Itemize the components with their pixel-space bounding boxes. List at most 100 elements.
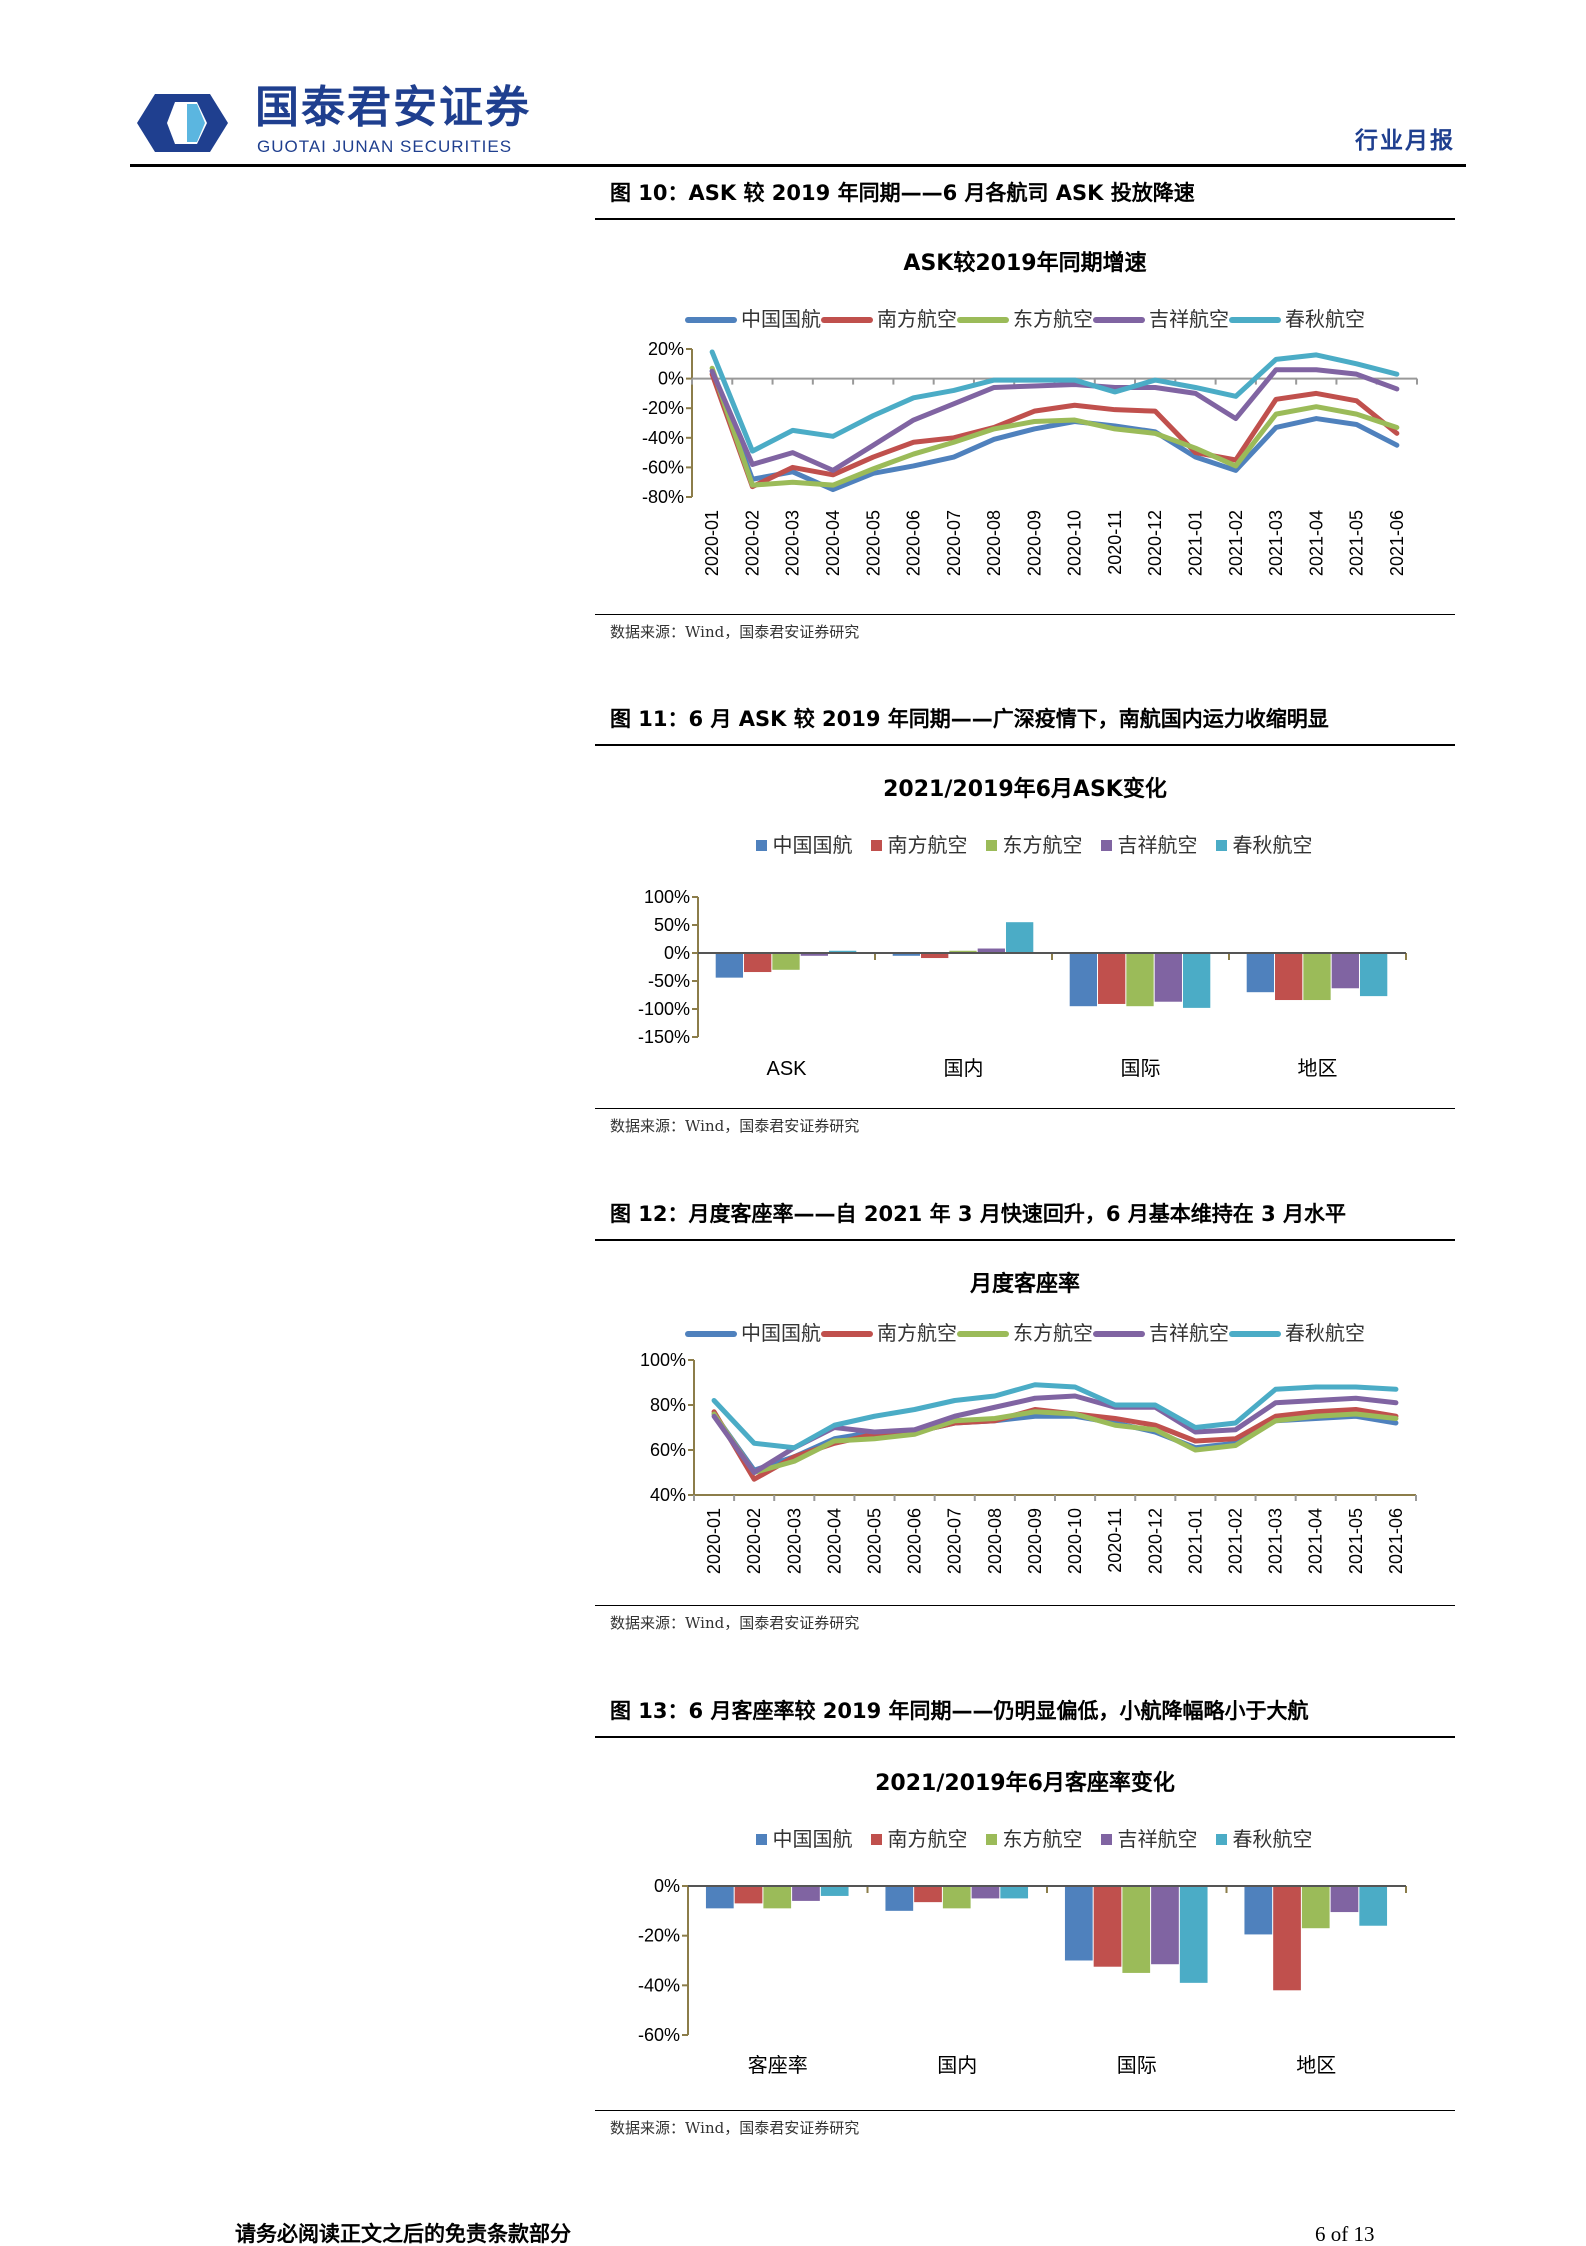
bar-吉祥航空-地区 (1330, 1886, 1359, 1913)
y-tick-label: 0% (664, 943, 690, 963)
bar-中国国航-国际 (1069, 953, 1098, 1007)
x-tick-label: 2020-10 (1065, 510, 1085, 576)
legend-label: 东方航空 (1002, 1827, 1083, 1851)
x-tick-label: 2021-02 (1226, 1508, 1246, 1574)
y-tick-label: -40% (638, 1975, 680, 1995)
series-line-南方航空 (709, 371, 1400, 490)
legend-swatch (870, 1834, 882, 1845)
bar-南方航空-国内 (921, 953, 949, 959)
bar-春秋航空-国内 (1005, 922, 1034, 953)
y-tick-label: -60% (638, 2025, 680, 2045)
x-tick-label: 2021-03 (1266, 510, 1286, 576)
legend-label: 南方航空 (877, 1321, 957, 1345)
x-tick-label: 2020-01 (702, 510, 722, 576)
legend-item: 中国国航 (685, 1322, 821, 1345)
figure-divider (595, 1239, 1455, 1241)
figure-divider (595, 614, 1455, 615)
category-label: 客座率 (748, 2054, 808, 2077)
category-label: 国际 (1121, 1057, 1161, 1080)
figure-divider (595, 744, 1455, 746)
legend-label: 南方航空 (887, 833, 968, 857)
x-tick-label: 2020-02 (742, 510, 762, 576)
x-tick-label: 2020-05 (863, 510, 883, 576)
legend-item: 吉祥航空 (1083, 834, 1198, 857)
legend-swatch (1093, 1330, 1145, 1337)
x-tick-label: 2021-04 (1306, 510, 1326, 576)
bar-春秋航空-地区 (1359, 1886, 1388, 1926)
figure-divider (595, 1736, 1455, 1738)
logo (135, 92, 230, 154)
x-tick-label: 2020-04 (824, 1508, 844, 1574)
bar-中国国航-国内 (885, 1886, 914, 1911)
legend-swatch (985, 1834, 997, 1845)
legend-label: 东方航空 (1002, 833, 1083, 857)
chart-3-legend: 中国国航 南方航空 东方航空 吉祥航空 春秋航空 (595, 1322, 1455, 1345)
category-label: 地区 (1296, 2054, 1336, 2077)
y-tick-label: 0% (658, 369, 684, 389)
y-tick-label: -100% (638, 999, 690, 1019)
y-tick-label: 100% (644, 887, 690, 907)
legend-label: 吉祥航空 (1117, 833, 1198, 857)
chart-4-legend: 中国国航 南方航空 东方航空 吉祥航空 春秋航空 (595, 1828, 1455, 1851)
figure-divider (595, 1108, 1455, 1109)
legend-swatch (755, 840, 767, 851)
legend-item: 春秋航空 (1198, 1828, 1313, 1851)
y-tick-label: 80% (650, 1395, 686, 1415)
legend-item: 春秋航空 (1229, 1322, 1365, 1345)
figure-12-source: 数据来源：Wind，国泰君安证券研究 (610, 1614, 860, 1632)
legend-item: 东方航空 (957, 308, 1093, 331)
x-tick-label: 2020-12 (1145, 510, 1165, 576)
bar-东方航空-地区 (1301, 1886, 1330, 1929)
report-type: 行业月报 (1355, 127, 1455, 154)
x-tick-label: 2020-06 (904, 510, 924, 576)
bar-吉祥航空-客座率 (792, 1886, 820, 1901)
figure-divider (595, 1605, 1455, 1606)
bar-中国国航-国内 (892, 953, 921, 956)
figure-divider (595, 218, 1455, 220)
legend-item: 南方航空 (821, 1322, 957, 1345)
x-tick-label: 2020-03 (783, 510, 803, 576)
bar-南方航空-国际 (1098, 953, 1126, 1004)
y-tick-label: 60% (650, 1440, 686, 1460)
chart-4-title: 2021/2019年6月客座率变化 (875, 1771, 1175, 1796)
bar-吉祥航空-ASK (800, 953, 828, 956)
x-tick-label: 2020-03 (784, 1508, 804, 1574)
legend-item: 春秋航空 (1198, 834, 1313, 857)
bar-中国国航-客座率 (705, 1886, 734, 1909)
legend-item: 南方航空 (821, 308, 957, 331)
x-tick-label: 2020-02 (744, 1508, 764, 1574)
x-tick-label: 2021-01 (1185, 1508, 1205, 1574)
legend-label: 春秋航空 (1285, 1321, 1365, 1345)
bar-南方航空-地区 (1273, 1886, 1301, 1991)
legend-label: 春秋航空 (1232, 833, 1313, 857)
x-tick-label: 2020-06 (905, 1508, 925, 1574)
legend-label: 中国国航 (741, 1321, 821, 1345)
legend-label: 东方航空 (1013, 1321, 1093, 1345)
legend-swatch (957, 316, 1009, 323)
series-line-春秋航空 (711, 1382, 1399, 1451)
x-tick-label: 2020-05 (865, 1508, 885, 1574)
legend-swatch (1229, 316, 1281, 323)
legend-swatch (1093, 316, 1145, 323)
figure-13-source: 数据来源：Wind，国泰君安证券研究 (610, 2119, 860, 2137)
bar-吉祥航空-国内 (977, 948, 1005, 953)
x-tick-label: 2021-03 (1266, 1508, 1286, 1574)
x-tick-label: 2020-07 (944, 510, 964, 576)
legend-label: 吉祥航空 (1149, 1321, 1229, 1345)
x-tick-label: 2020-07 (945, 1508, 965, 1574)
legend-swatch (1215, 1834, 1227, 1845)
legend-item: 南方航空 (853, 834, 968, 857)
bar-春秋航空-国际 (1182, 953, 1211, 1008)
figure-10-source: 数据来源：Wind，国泰君安证券研究 (610, 623, 860, 641)
bar-南方航空-地区 (1275, 953, 1303, 1001)
chart-3-title: 月度客座率 (969, 1272, 1080, 1297)
series-line-吉祥航空 (711, 1393, 1399, 1475)
y-tick-label: -40% (642, 428, 684, 448)
chart-1-title: ASK较2019年同期增速 (903, 251, 1147, 276)
y-tick-label: 0% (654, 1876, 680, 1896)
legend-swatch (685, 1330, 737, 1337)
x-tick-label: 2020-11 (1105, 1508, 1125, 1573)
legend-label: 南方航空 (877, 307, 957, 331)
figure-13-title: 图 13：6 月客座率较 2019 年同期——仍明显偏低，小航降幅略小于大航 (610, 1699, 1309, 1723)
legend-swatch (755, 1834, 767, 1845)
